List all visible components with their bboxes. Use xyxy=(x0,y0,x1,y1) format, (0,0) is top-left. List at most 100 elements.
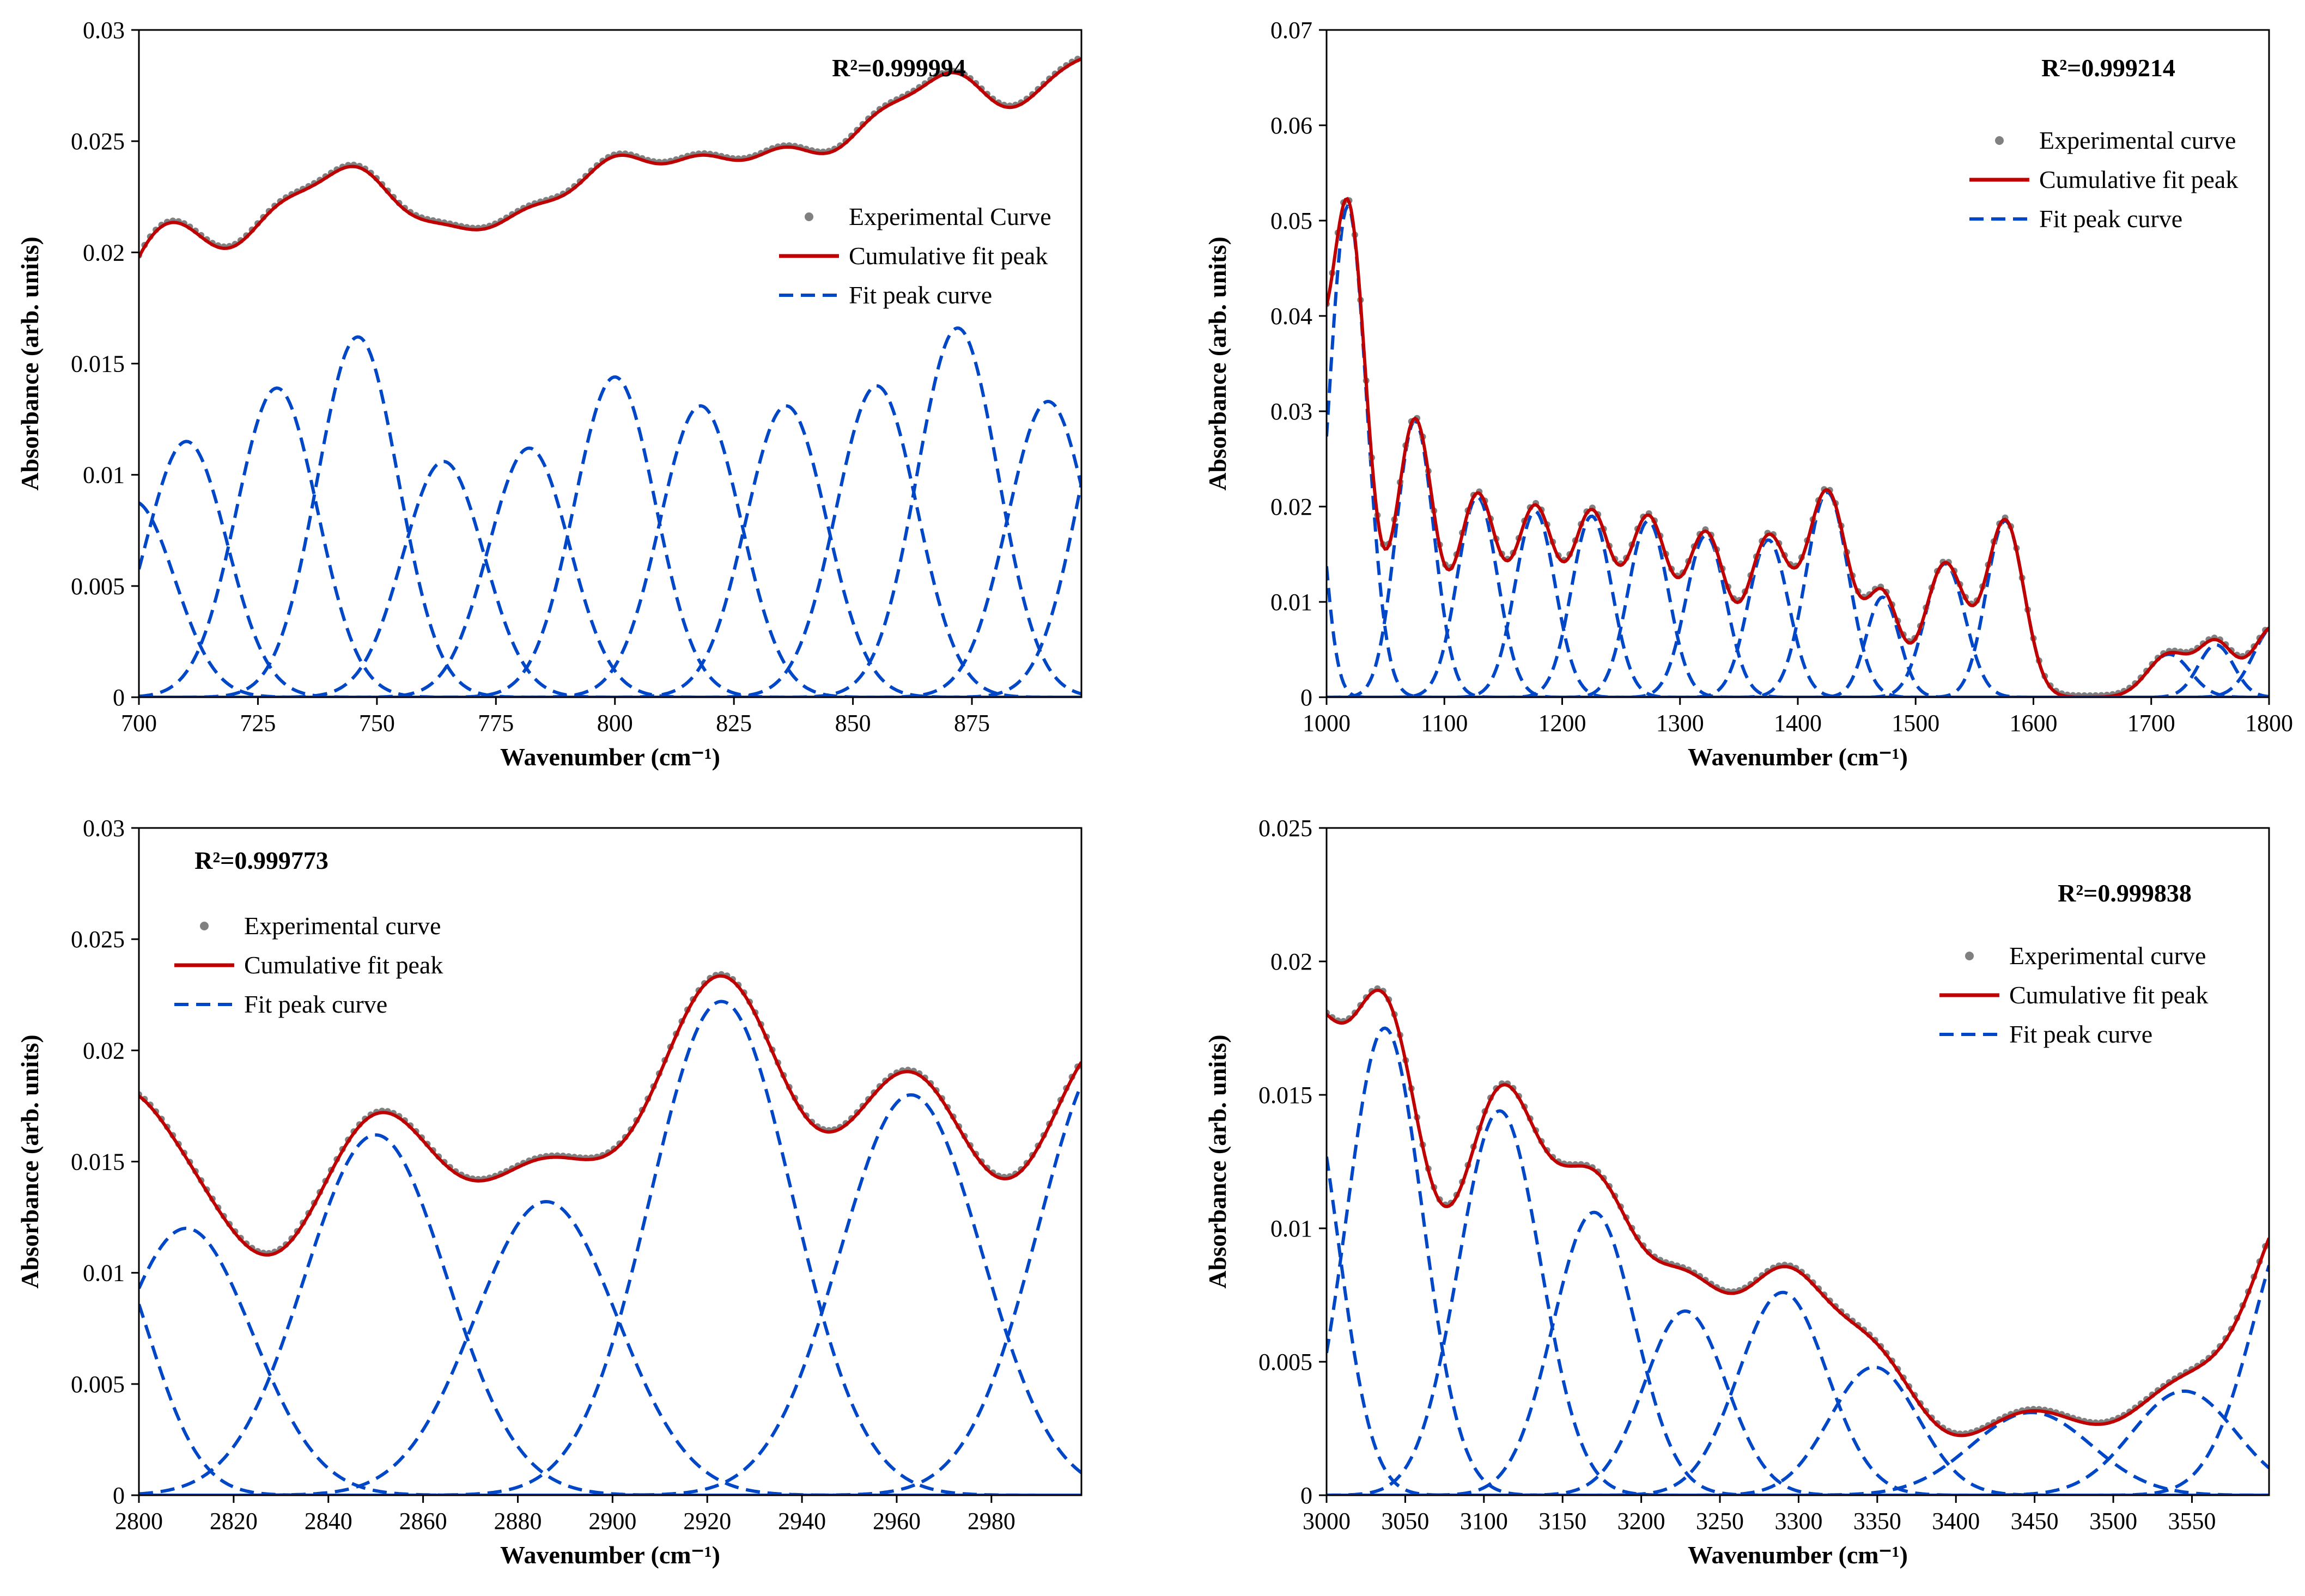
legend-label: Cumulative fit peak xyxy=(2009,981,2208,1009)
legend-label: Cumulative fit peak xyxy=(849,242,1048,270)
x-tick-label: 875 xyxy=(954,710,990,736)
x-tick-label: 2960 xyxy=(873,1508,921,1534)
x-tick-label: 3500 xyxy=(2089,1508,2137,1534)
fit-peak-curve xyxy=(139,404,1081,697)
legend-experimental-marker xyxy=(1995,136,2004,145)
y-tick-label: 0.02 xyxy=(83,239,125,266)
fit-peak-curve xyxy=(1327,1309,2269,1495)
x-tick-label: 1800 xyxy=(2245,710,2293,736)
y-tick-label: 0.03 xyxy=(1270,398,1312,425)
r-squared-annotation: R²=0.999994 xyxy=(832,54,966,82)
fit-peak-curve xyxy=(1327,519,2269,697)
legend-experimental-marker xyxy=(805,212,813,221)
legend: Experimental Curve Cumulative fit peak Fit… xyxy=(779,203,1051,309)
y-tick-label: 0.07 xyxy=(1270,17,1312,44)
chart-panel-bottom-left: 0 0.005 0.01 0.015 0.02 0.025 0.03 2800 2820 2840… xyxy=(16,815,1082,1569)
x-tick-label: 2880 xyxy=(494,1508,542,1534)
y-tick-label: 0 xyxy=(113,684,125,711)
fit-peak-curve xyxy=(139,1226,1081,1495)
x-tick-label: 825 xyxy=(716,710,752,736)
fit-peak-curve xyxy=(1327,514,2269,697)
fit-peak-curve xyxy=(139,326,1081,697)
x-tick-label: 2980 xyxy=(968,1508,1015,1534)
fit-peak-curve xyxy=(139,1133,1081,1495)
x-tick-label: 775 xyxy=(478,710,514,736)
plot-area xyxy=(1327,985,2269,1495)
legend-label: Cumulative fit peak xyxy=(2039,166,2238,193)
y-tick-label: 0 xyxy=(113,1482,125,1509)
y-tick-label: 0.01 xyxy=(1270,589,1312,616)
x-tick-label: 1300 xyxy=(1656,710,1704,736)
y-tick-label: 0.025 xyxy=(71,128,125,155)
y-tick-label: 0.025 xyxy=(71,926,125,953)
x-tick-label: 1400 xyxy=(1774,710,1822,736)
legend-label: Cumulative fit peak xyxy=(244,951,443,979)
y-tick-label: 0.03 xyxy=(83,17,125,44)
chart-panel-top-left: 0 0.005 0.01 0.015 0.02 0.025 0.03 700 725 750 775… xyxy=(16,17,1082,771)
x-tick-label: 1500 xyxy=(1892,710,1939,736)
fit-peak-curve xyxy=(1327,1365,2269,1495)
x-tick-label: 1000 xyxy=(1303,710,1351,736)
x-axis-label: Wavenumber (cm⁻¹) xyxy=(1688,1541,1908,1569)
x-tick-label: 2940 xyxy=(778,1508,826,1534)
y-axis-label: Absorbance (arb. units) xyxy=(16,236,44,490)
y-tick-label: 0.05 xyxy=(1270,208,1312,234)
y-tick-label: 0 xyxy=(1300,684,1312,711)
y-tick-label: 0.015 xyxy=(1258,1082,1312,1108)
fit-peak-curve xyxy=(139,375,1081,697)
cumulative-fit-curve xyxy=(1327,197,2269,697)
x-tick-label: 2920 xyxy=(683,1508,731,1534)
x-tick-label: 3050 xyxy=(1381,1508,1429,1534)
legend-label: Fit peak curve xyxy=(2039,205,2182,233)
fit-peak-curve xyxy=(1327,418,2269,697)
x-tick-label: 2820 xyxy=(210,1508,258,1534)
y-tick-label: 0.04 xyxy=(1270,303,1312,330)
y-tick-label: 0.01 xyxy=(83,1260,125,1287)
y-axis-label: Absorbance (arb. units) xyxy=(1203,1034,1231,1288)
legend-experimental-marker xyxy=(1965,952,1974,960)
fit-peak-curve xyxy=(139,1303,1081,1495)
fit-peak-curve xyxy=(139,404,1081,697)
cumulative-fit-curve xyxy=(1327,988,2269,1437)
y-tick-label: 0.06 xyxy=(1270,112,1312,139)
x-tick-label: 2860 xyxy=(399,1508,447,1534)
fit-peak-curve xyxy=(1327,495,2269,697)
fit-peak-curve xyxy=(139,446,1081,697)
legend-label: Experimental curve xyxy=(244,912,441,940)
legend-experimental-marker xyxy=(200,922,209,930)
legend-label: Fit peak curve xyxy=(849,281,992,309)
y-tick-label: 0.01 xyxy=(83,462,125,489)
x-tick-label: 3200 xyxy=(1617,1508,1665,1534)
x-tick-label: 1100 xyxy=(1421,710,1468,736)
fit-peak-curve xyxy=(139,384,1081,697)
x-tick-label: 3300 xyxy=(1774,1508,1822,1534)
x-axis-label: Wavenumber (cm⁻¹) xyxy=(500,743,720,771)
x-tick-label: 2840 xyxy=(305,1508,352,1534)
x-tick-label: 3350 xyxy=(1853,1508,1901,1534)
legend-label: Experimental Curve xyxy=(849,203,1051,230)
legend: Experimental curve Cumulative fit peak Fit… xyxy=(174,912,443,1018)
fit-peak-curve xyxy=(1327,562,2269,697)
fit-peak-curve xyxy=(139,440,1081,697)
chart-panel-bottom-right: 0 0.005 0.01 0.015 0.02 0.025 3000 3050 3100 3150… xyxy=(1203,815,2270,1569)
y-tick-label: 0.015 xyxy=(71,351,125,377)
cumulative-fit-curve xyxy=(139,974,1081,1257)
legend-label: Experimental curve xyxy=(2039,126,2236,154)
x-tick-label: 700 xyxy=(121,710,157,736)
r-squared-annotation: R²=0.999214 xyxy=(2041,54,2175,82)
fit-peak-curve xyxy=(1327,1389,2269,1495)
fit-peak-curve xyxy=(1327,1290,2269,1495)
legend: Experimental curve Cumulative fit peak Fit… xyxy=(1939,942,2208,1048)
y-tick-label: 0.02 xyxy=(1270,948,1312,975)
fit-peak-curve xyxy=(139,335,1081,697)
plot-area xyxy=(139,971,1081,1495)
chart-panel-top-right: 0 0.01 0.02 0.03 0.04 0.05 0.06 0.07 1000 1100 120… xyxy=(1203,17,2293,771)
x-tick-label: 1600 xyxy=(2010,710,2058,736)
fit-peak-curve xyxy=(1327,1026,2269,1495)
y-tick-label: 0.015 xyxy=(71,1149,125,1175)
x-tick-label: 3000 xyxy=(1303,1508,1351,1534)
plot-area xyxy=(1327,197,2269,697)
fit-peak-curve xyxy=(1327,1265,2269,1495)
x-tick-label: 3400 xyxy=(1932,1508,1980,1534)
